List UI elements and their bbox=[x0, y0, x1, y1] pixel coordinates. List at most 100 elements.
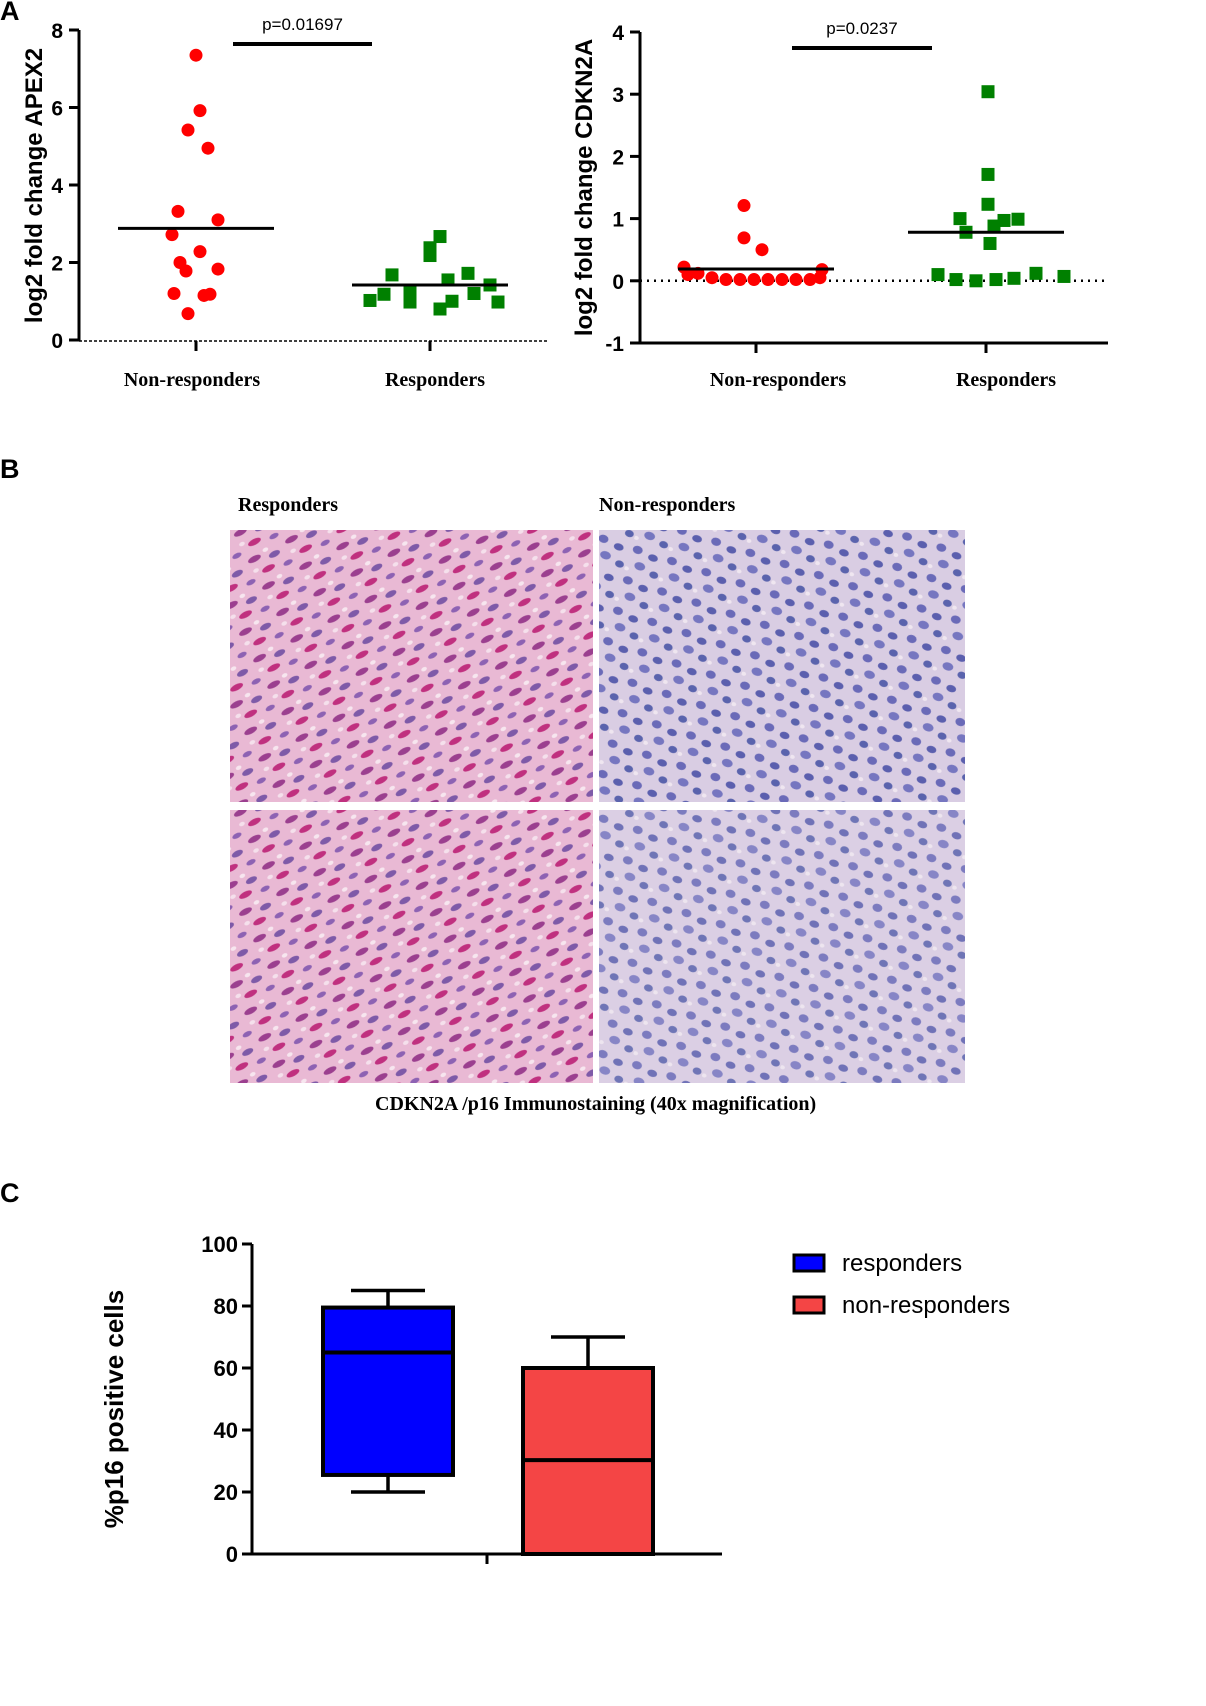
y-tick-label: 4 bbox=[612, 22, 624, 45]
y-tick-label: 2 bbox=[51, 253, 63, 276]
responders-micrograph-bottom bbox=[230, 810, 593, 1083]
data-point bbox=[467, 287, 481, 300]
legend-swatch bbox=[792, 1253, 826, 1273]
data-point bbox=[755, 243, 769, 257]
data-point bbox=[385, 268, 399, 282]
box-non-responders bbox=[521, 1335, 655, 1556]
responders-micrograph-label: Responders bbox=[238, 494, 339, 516]
y-tick-label: 20 bbox=[214, 1480, 238, 1505]
data-point bbox=[445, 294, 459, 308]
panel-letter-b: B bbox=[0, 454, 20, 484]
series-non-responders bbox=[165, 48, 225, 321]
data-point bbox=[1029, 266, 1043, 280]
data-point bbox=[803, 273, 817, 287]
y-tick-label: 60 bbox=[214, 1356, 238, 1381]
data-point bbox=[737, 231, 751, 245]
nonresponders-micrograph-label: Non-responders bbox=[599, 494, 736, 516]
legend-swatch bbox=[792, 1295, 826, 1315]
data-point bbox=[737, 199, 751, 213]
legend-label: responders bbox=[842, 1250, 962, 1277]
legend-label: non-responders bbox=[842, 1292, 1010, 1319]
p16-box-chart: 0 20 40 60 80 100 %p16 positive cells responder… bbox=[99, 1232, 1010, 1567]
y-tick-label: -1 bbox=[605, 333, 624, 356]
series-responders bbox=[931, 85, 1071, 288]
x-category-label: Responders bbox=[956, 369, 1056, 391]
data-point bbox=[423, 249, 437, 263]
y-tick-label: 4 bbox=[51, 175, 63, 198]
data-point bbox=[193, 245, 207, 259]
data-point bbox=[733, 273, 747, 287]
data-point bbox=[949, 273, 963, 287]
box-responders bbox=[321, 1288, 455, 1494]
data-point bbox=[705, 271, 719, 285]
nonresponders-micrograph-top bbox=[599, 530, 965, 802]
y-tick-label: 6 bbox=[51, 98, 63, 121]
y-tick-label: 8 bbox=[51, 20, 63, 43]
data-point bbox=[211, 213, 225, 227]
data-point bbox=[719, 273, 733, 287]
data-point bbox=[953, 212, 967, 226]
data-point bbox=[461, 266, 475, 280]
data-point bbox=[681, 268, 695, 282]
cdkn2a-scatter-chart: -1 0 1 2 3 4 log2 fold change CDKN2A Non-respon… bbox=[571, 19, 1108, 391]
data-point bbox=[997, 213, 1011, 227]
data-point bbox=[981, 167, 995, 181]
p-value-label: p=0.01697 bbox=[262, 15, 343, 34]
box-body bbox=[321, 1305, 455, 1477]
y-tick-label: 2 bbox=[612, 146, 624, 169]
data-point bbox=[1011, 212, 1025, 226]
data-point bbox=[989, 273, 1003, 287]
data-point bbox=[931, 268, 945, 282]
y-tick-label: 3 bbox=[612, 84, 624, 107]
data-point bbox=[165, 228, 179, 242]
data-point bbox=[181, 123, 195, 137]
data-point bbox=[203, 287, 217, 301]
y-tick-label: 40 bbox=[214, 1418, 238, 1443]
data-point bbox=[363, 293, 377, 307]
data-point bbox=[1057, 269, 1071, 283]
data-point bbox=[179, 264, 193, 278]
data-point bbox=[747, 273, 761, 287]
data-point bbox=[377, 287, 391, 301]
data-point bbox=[189, 48, 203, 62]
data-point bbox=[403, 285, 417, 299]
responders-micrograph-top bbox=[230, 530, 593, 802]
y-tick-label: 100 bbox=[201, 1232, 238, 1257]
data-point bbox=[433, 302, 447, 316]
data-point bbox=[1007, 271, 1021, 285]
data-point bbox=[491, 295, 505, 309]
data-point bbox=[761, 273, 775, 287]
series-responders bbox=[363, 230, 505, 316]
p-value-label: p=0.0237 bbox=[826, 19, 897, 38]
data-point bbox=[433, 230, 447, 244]
data-point bbox=[167, 287, 181, 300]
nonresponders-micrograph-bottom bbox=[599, 810, 965, 1083]
data-point bbox=[441, 273, 455, 287]
y-tick-label: 0 bbox=[612, 271, 624, 294]
micrograph-caption: CDKN2A /p16 Immunostaining (40x magnific… bbox=[375, 1093, 817, 1115]
panel-letter-a: A bbox=[0, 0, 20, 26]
data-point bbox=[211, 262, 225, 276]
data-point bbox=[981, 197, 995, 211]
y-tick-label: 1 bbox=[612, 209, 624, 232]
y-axis-title: %p16 positive cells bbox=[99, 1290, 129, 1528]
data-point bbox=[403, 295, 417, 309]
series-non-responders bbox=[677, 199, 829, 287]
data-point bbox=[969, 274, 983, 288]
data-point bbox=[775, 273, 789, 287]
y-tick-label: 0 bbox=[51, 330, 63, 353]
data-point bbox=[789, 273, 803, 287]
data-point bbox=[193, 104, 207, 118]
x-category-label: Non-responders bbox=[710, 369, 847, 391]
y-tick-label: 0 bbox=[226, 1542, 238, 1567]
data-point bbox=[201, 141, 215, 155]
data-point bbox=[981, 85, 995, 99]
panel-letter-c: C bbox=[0, 1178, 20, 1208]
x-category-label: Non-responders bbox=[124, 369, 261, 391]
x-category-label: Responders bbox=[385, 369, 485, 391]
y-axis-title: log2 fold change CDKN2A bbox=[571, 39, 598, 336]
y-axis-title: log2 fold change APEX2 bbox=[21, 48, 48, 323]
data-point bbox=[987, 219, 1001, 233]
data-point bbox=[181, 307, 195, 321]
